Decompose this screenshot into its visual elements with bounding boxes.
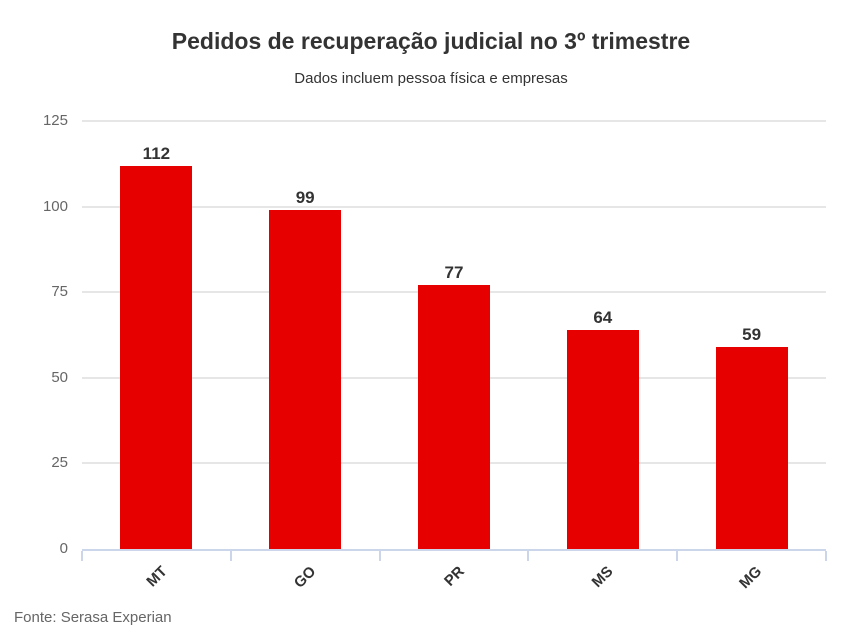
bar[interactable] [269, 210, 342, 549]
x-axis-line [82, 549, 826, 551]
bar[interactable] [120, 165, 193, 549]
bar[interactable] [715, 346, 788, 549]
bar[interactable] [418, 285, 490, 549]
x-axis-tick [229, 551, 232, 561]
bar-value-label: 99 [295, 188, 315, 208]
y-axis-label: 100 [42, 197, 68, 215]
x-axis-tick [378, 551, 381, 561]
chart-subtitle: Dados incluem pessoa física e empresas [294, 70, 568, 87]
y-axis-label: 50 [51, 368, 68, 386]
bar[interactable] [566, 329, 639, 549]
source-note: Fonte: Serasa Experian [14, 609, 172, 626]
bar-value-label: 59 [742, 324, 762, 344]
x-axis-tick [527, 551, 530, 561]
bar-value-label: 64 [593, 307, 613, 327]
x-axis-tick [81, 551, 83, 561]
x-axis-label: MT [143, 563, 171, 591]
y-axis-label: 25 [51, 454, 68, 472]
bar-value-label: 77 [444, 263, 464, 283]
x-axis-label: GO [290, 563, 320, 592]
x-axis-label: MS [588, 563, 617, 591]
y-axis-label: 75 [51, 283, 68, 301]
chart-title: Pedidos de recuperação judicial no 3º tr… [171, 28, 691, 54]
bar-value-label: 112 [142, 143, 171, 163]
y-axis-label: 125 [42, 112, 68, 129]
y-axis-label: 0 [59, 540, 68, 557]
x-axis-tick [825, 551, 827, 561]
x-axis-tick [676, 551, 679, 561]
x-axis-label: PR [441, 563, 469, 590]
y-gridline [82, 120, 826, 122]
y-gridline [82, 205, 826, 208]
x-axis-label: MG [736, 563, 766, 593]
